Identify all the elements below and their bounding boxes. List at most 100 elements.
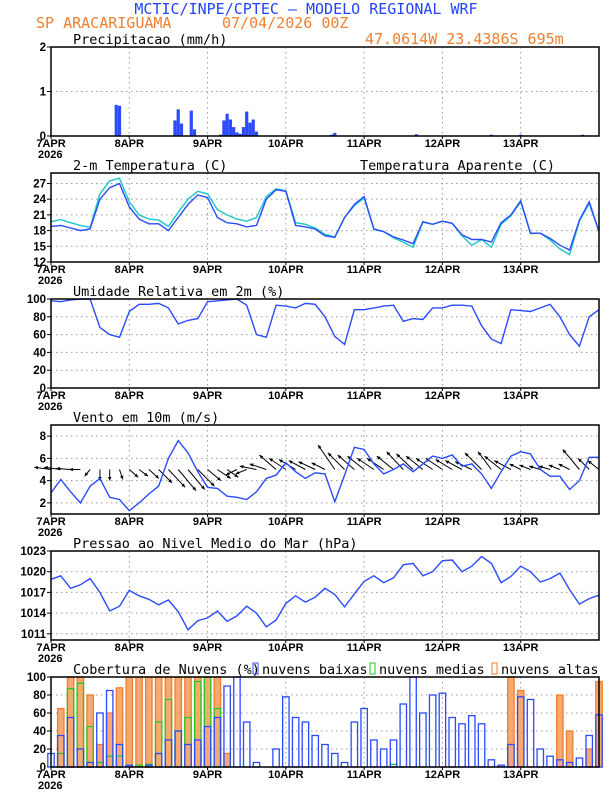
cloud-bar-blue: [428, 694, 437, 768]
wind-arrow-head: [210, 482, 215, 487]
wind-arrow-head: [181, 483, 186, 488]
precip-bar: [254, 131, 259, 136]
precip-bar: [414, 134, 418, 136]
wind-arrow-head: [278, 459, 283, 463]
wind-arrow: [148, 469, 160, 479]
x-tick-label: 8APR: [115, 642, 144, 654]
x-tick-label: 11APR: [347, 642, 382, 654]
wind-arrow-shaft: [464, 452, 482, 470]
cloud-bar-blue: [272, 748, 280, 768]
x-tick-label: 13APR: [503, 138, 539, 150]
wind-arrow: [288, 460, 306, 470]
wind-arrow: [435, 459, 453, 470]
y-tick-label: 100: [27, 294, 46, 306]
wind-arrow-shaft: [317, 444, 336, 470]
x-year-label: 2026: [38, 653, 62, 665]
y-tick-label: 60: [33, 330, 46, 342]
y-tick-label: 15: [33, 241, 46, 253]
cloud-bar-blue: [291, 716, 300, 768]
wind-arrow: [119, 469, 124, 480]
wind-arrow-head: [548, 464, 553, 469]
plot-frame: [50, 172, 600, 263]
y-tick-label: 12: [33, 257, 46, 269]
precip-bar: [245, 111, 249, 136]
cloud-bar-blue: [242, 721, 251, 768]
station-name: SP ARACARIGUAMA: [36, 14, 171, 32]
cloud-bar-blue: [438, 692, 447, 768]
cloud-bar-orange: [565, 730, 574, 768]
cloud-bar-blue: [409, 676, 417, 768]
wind-arrow: [197, 469, 215, 487]
wind-arrow: [509, 463, 521, 470]
wind-arrow-head: [396, 453, 401, 458]
panel-temp: 12 15 18 21 24 27 7APR 8APR 9APR 10APR 11APR 12APR 1…: [33, 158, 600, 287]
wind-arrow-head: [201, 485, 205, 490]
cloud-bar-orange: [76, 676, 85, 768]
y-tick-label: 100: [27, 672, 46, 684]
wind-arrow: [415, 457, 433, 470]
y-tick-label: 2: [40, 498, 46, 510]
panel-title: Precipitacao (mm/h): [73, 32, 227, 48]
cloud-bar-blue: [477, 723, 486, 768]
wind-arrow-head: [357, 458, 362, 462]
wind-arrow-shaft: [386, 451, 404, 470]
cloud-bar-blue: [389, 739, 398, 768]
wind-arrow: [107, 469, 112, 481]
main-title: MCTIC/INPE/CPTEC – MODELO REGIONAL WRF: [134, 0, 477, 18]
wind-arrow-shaft: [259, 454, 277, 470]
x-year-label: 2026: [38, 275, 62, 287]
x-year-label: 2026: [38, 780, 62, 792]
wind-arrow-head: [34, 466, 39, 470]
precip-bar: [241, 127, 246, 136]
series-line-velocidade: [50, 439, 599, 512]
x-tick-label: 8APR: [115, 138, 144, 150]
wind-arrow: [138, 469, 149, 477]
wind-arrow: [445, 460, 463, 470]
wind-arrow-head: [337, 455, 342, 459]
cloud-bar-orange: [516, 689, 525, 768]
wind-arrow-shaft: [477, 451, 492, 470]
wind-arrow: [548, 464, 561, 470]
wind-arrow-head: [120, 475, 124, 480]
x-tick-label: 13APR: [503, 516, 539, 528]
wind-arrow-head: [288, 460, 293, 464]
cloud-bar-blue: [467, 715, 476, 768]
wind-arrow: [84, 469, 91, 477]
x-tick-label: 12APR: [425, 769, 461, 781]
y-tick-label: 20: [33, 365, 46, 377]
wind-arrow-head: [494, 460, 499, 464]
wind-arrow-head: [226, 474, 231, 479]
cloud-bar-orange: [115, 687, 124, 768]
precip-bar: [176, 109, 180, 136]
legend-label: Temperatura Aparente (C): [360, 158, 555, 174]
wind-arrow: [477, 451, 492, 470]
wind-arrow-head: [84, 472, 89, 477]
precip-bar: [235, 132, 239, 136]
wind-arrow-head: [327, 452, 332, 457]
cloud-bar-blue: [301, 721, 310, 768]
x-tick-label: 7APR: [36, 769, 65, 781]
cloud-bar-orange: [125, 676, 134, 768]
panel-rh: 0 20 40 60 80 100 7APR 8APR 9APR 10APR 11APR 12APR 1…: [27, 284, 600, 413]
cloud-bar-blue: [370, 739, 378, 768]
cloud-bar-orange: [145, 676, 153, 768]
plot-frame: [50, 424, 600, 515]
series-line-umidade-relativa: [50, 298, 600, 348]
y-tick-label: 0: [40, 131, 46, 143]
wind-arrow: [405, 455, 424, 470]
x-tick-label: 9APR: [193, 264, 222, 276]
wind-arrow-head: [192, 486, 197, 491]
y-tick-label: 1020: [20, 567, 46, 579]
wind-arrow-head: [529, 465, 534, 469]
precip-bar: [238, 133, 242, 136]
y-tick-label: 2: [40, 42, 46, 54]
wind-arrow: [587, 460, 600, 470]
cloud-bar-blue: [487, 759, 496, 768]
wind-arrow: [217, 469, 231, 479]
legend-label: nuvens altas: [501, 662, 599, 678]
wind-arrow: [577, 458, 590, 470]
wind-arrow-shaft: [168, 469, 186, 488]
wind-arrow-shaft: [177, 469, 197, 491]
